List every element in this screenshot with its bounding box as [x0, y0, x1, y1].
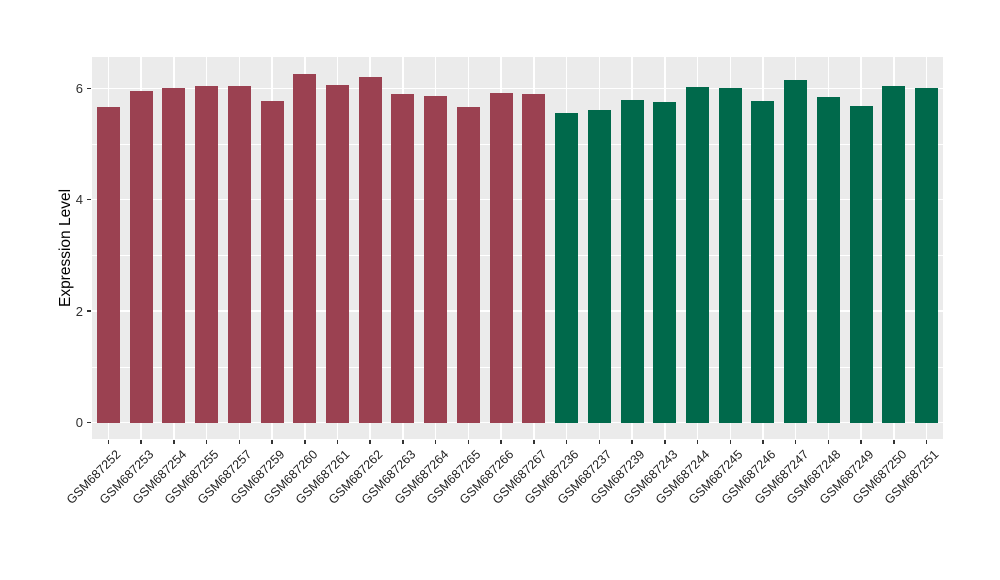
bar: [358, 76, 382, 423]
bar: [686, 87, 710, 423]
x-tick-mark: [860, 440, 862, 444]
x-tick-mark: [729, 440, 731, 444]
x-tick-mark: [500, 440, 502, 444]
y-tick-mark: [87, 198, 91, 201]
y-tick-label: 2: [75, 303, 83, 319]
bar: [751, 100, 775, 423]
x-tick-mark: [402, 440, 404, 444]
bar: [522, 94, 546, 423]
x-tick-mark: [827, 440, 830, 444]
bar: [325, 84, 349, 423]
x-tick-mark: [598, 440, 601, 444]
y-tick-label: 4: [75, 192, 83, 208]
bar: [129, 91, 153, 423]
bar: [784, 79, 808, 423]
bar: [555, 113, 579, 423]
bar: [391, 93, 415, 423]
bar: [620, 100, 644, 423]
minor-gridline: [92, 255, 943, 257]
bar: [653, 102, 677, 423]
x-tick-mark: [467, 440, 470, 444]
x-tick-mark: [434, 440, 437, 444]
bar: [293, 73, 317, 423]
x-tick-mark: [173, 440, 175, 444]
x-tick-mark: [696, 440, 699, 444]
minor-gridline: [92, 144, 943, 145]
y-axis-title: Expression Level: [57, 188, 74, 308]
major-gridline: [92, 87, 943, 90]
y-tick-mark: [87, 310, 91, 312]
bar: [195, 85, 219, 423]
x-tick-mark: [631, 440, 633, 444]
bar: [227, 85, 251, 423]
bar: [718, 87, 742, 423]
minor-gridline: [92, 366, 943, 368]
y-tick-label: 0: [75, 415, 83, 430]
y-tick-mark: [87, 421, 91, 424]
bar: [882, 85, 906, 423]
bar: [587, 110, 611, 423]
x-tick-mark: [271, 440, 273, 444]
x-tick-mark: [369, 440, 371, 444]
bar: [260, 100, 284, 423]
bar: [915, 88, 939, 423]
bar: [456, 107, 480, 423]
y-tick-mark: [87, 87, 91, 90]
x-tick-mark: [794, 440, 797, 444]
x-tick-mark: [664, 440, 666, 444]
x-tick-mark: [140, 440, 142, 444]
bar: [849, 106, 873, 423]
bar: [816, 96, 840, 423]
x-tick-mark: [893, 440, 895, 444]
x-tick-mark: [336, 440, 339, 444]
bar: [96, 106, 120, 423]
plot-panel: [92, 57, 943, 439]
x-tick-mark: [107, 440, 110, 444]
bar: [424, 95, 448, 423]
x-tick-mark: [565, 440, 568, 444]
x-tick-mark: [238, 440, 241, 444]
x-tick-mark: [304, 440, 306, 444]
bar: [489, 92, 513, 423]
x-tick-mark: [533, 440, 535, 444]
major-gridline: [92, 421, 943, 424]
x-tick-mark: [762, 440, 764, 444]
major-gridline: [92, 310, 943, 312]
major-gridline: [92, 198, 943, 201]
x-tick-mark: [925, 440, 928, 444]
x-tick-mark: [205, 440, 208, 444]
bar: [162, 88, 186, 423]
y-tick-label: 6: [75, 80, 83, 96]
